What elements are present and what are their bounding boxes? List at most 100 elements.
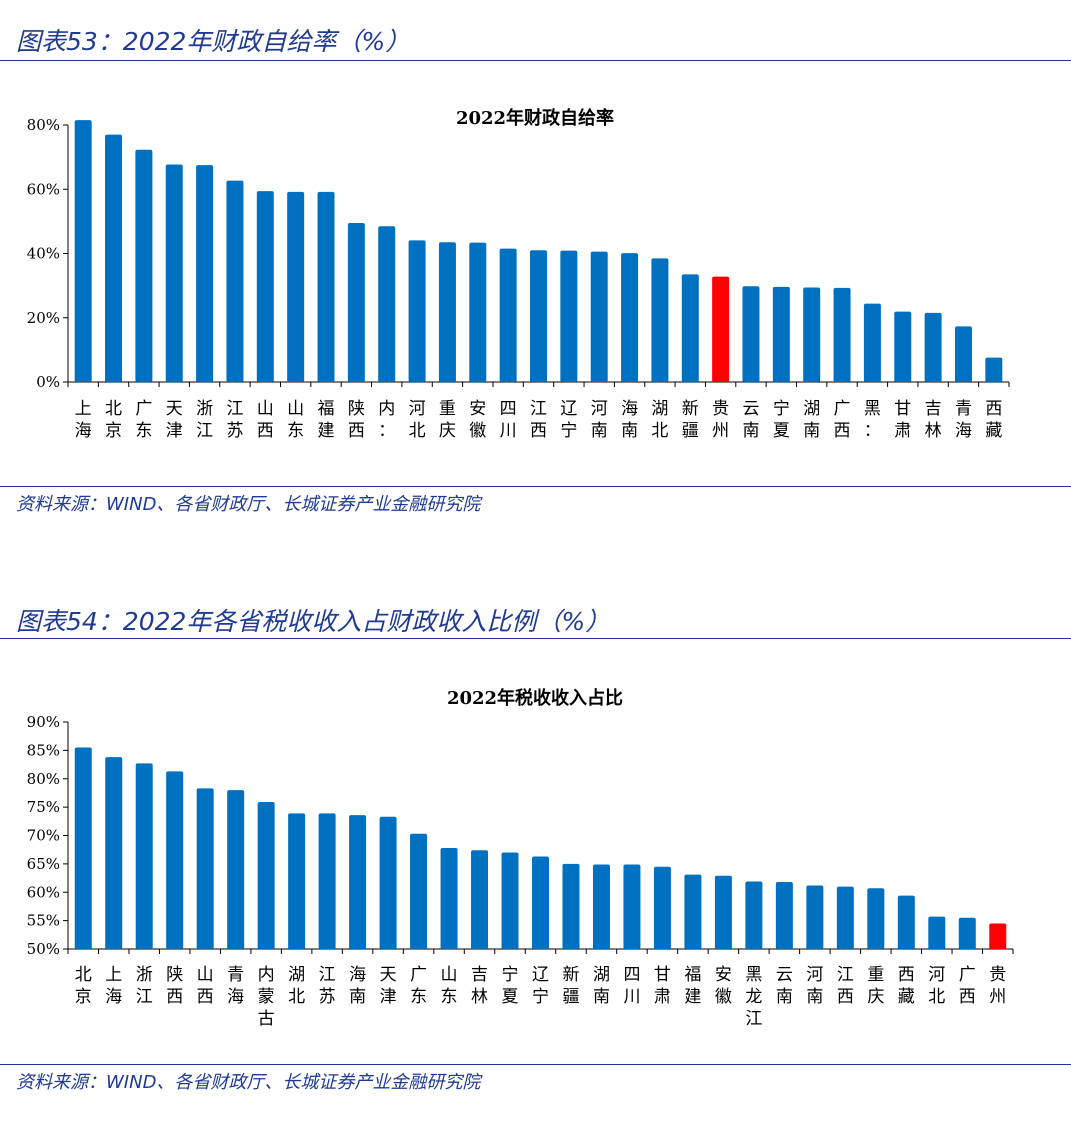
category-label: 云南 — [776, 965, 793, 1007]
bar-贵州 — [989, 923, 1007, 949]
category-label: 贵州 — [712, 399, 729, 441]
bar-北京 — [105, 134, 123, 382]
category-label: 安徽 — [715, 965, 732, 1007]
category-label: 天津 — [166, 399, 183, 441]
bar-湖南 — [803, 287, 821, 382]
category-label: 辽宁 — [560, 399, 577, 441]
bar-黑龙江 — [863, 303, 881, 382]
chart-title: 2022年税收收入占比 — [447, 687, 623, 709]
bar-青海 — [954, 326, 972, 382]
figure-54-top-rule — [0, 638, 1071, 639]
y-tick-label: 80% — [27, 116, 60, 134]
bar-陕西 — [166, 771, 184, 949]
category-label: 广东 — [410, 965, 427, 1007]
category-label: 福建 — [684, 965, 701, 1007]
category-label: 甘肃 — [654, 965, 671, 1007]
bar-江苏 — [226, 180, 244, 382]
bar-广西 — [958, 917, 976, 949]
figure-53-top-rule — [0, 60, 1071, 61]
bar-陕西 — [347, 222, 365, 382]
figure-54-heading: 图表54：2022年各省税收收入占财政收入比例（%） — [16, 607, 611, 636]
bar-重庆 — [867, 888, 885, 949]
category-label: 湖北 — [288, 965, 305, 1007]
bar-云南 — [775, 882, 793, 949]
bar-江苏 — [318, 813, 336, 949]
chart-tax-revenue-share: 2022年税收收入占比 50% 55% 60% 65% 70% 75% 80% 85% 90% 北… — [27, 687, 1014, 1029]
bar-江西 — [836, 886, 854, 949]
category-label: 甘肃 — [894, 399, 911, 441]
bar-吉林 — [924, 312, 942, 382]
category-label: 四川 — [623, 965, 640, 1007]
category-label: 西藏 — [898, 965, 915, 1007]
y-tick-label: 50% — [27, 940, 60, 958]
bar-西藏 — [985, 357, 1003, 382]
bar-内蒙古 — [378, 226, 396, 382]
category-label: 江苏 — [226, 399, 243, 441]
category-label: 云南 — [742, 399, 759, 441]
category-label: 江西 — [837, 965, 854, 1007]
bar-广东 — [135, 149, 153, 382]
category-label: 湖北 — [651, 399, 668, 441]
category-label: 陕西 — [166, 965, 183, 1007]
bar-海南 — [349, 815, 367, 949]
category-label: 黑龙江 — [745, 965, 762, 1029]
y-tick-label: 85% — [27, 741, 60, 759]
y-tick-label: 20% — [27, 309, 60, 327]
chart-fiscal-self-sufficiency: 2022年财政自给率 0% 20% 40% 60% 80% 上海北京广东天津浙江江苏山西山… — [27, 107, 1010, 441]
category-label: 海南 — [621, 399, 638, 441]
bar-内蒙古 — [257, 802, 275, 949]
category-label: 广东 — [135, 399, 152, 441]
category-label: 河南 — [591, 399, 608, 441]
category-label: 江苏 — [319, 965, 336, 1007]
bar-辽宁 — [532, 856, 549, 949]
bar-海南 — [621, 253, 639, 382]
category-label: 重庆 — [867, 965, 884, 1007]
category-label: 山西 — [197, 965, 214, 1007]
category-label: 四川 — [500, 399, 517, 441]
category-label: 宁夏 — [773, 399, 790, 441]
bar-湖北 — [288, 813, 306, 949]
figure-54-source: 资料来源：WIND、各省财政厅、长城证券产业金融研究院 — [16, 1072, 481, 1093]
category-label: 江西 — [530, 399, 547, 441]
category-label: 上海 — [105, 965, 122, 1007]
category-label: 福建 — [318, 399, 335, 441]
figure-54-bottom-rule — [0, 1064, 1071, 1065]
category-label: 陕西 — [348, 399, 365, 441]
bar-甘肃 — [653, 866, 671, 949]
category-label: 浙江 — [196, 399, 213, 441]
category-label: 青海 — [227, 965, 244, 1007]
y-tick-label: 60% — [27, 180, 60, 198]
category-label: 山东 — [441, 965, 458, 1007]
y-tick-label: 40% — [27, 245, 60, 263]
bar-天津 — [165, 164, 183, 382]
category-label: 天津 — [380, 965, 397, 1007]
bar-天津 — [379, 816, 397, 949]
bar-黑龙江 — [745, 881, 763, 949]
category-label: 黑： — [864, 399, 881, 441]
bar-广西 — [833, 287, 851, 382]
bar-湖北 — [651, 258, 669, 382]
bar-河北 — [408, 240, 426, 382]
category-label: 安徽 — [469, 399, 486, 441]
y-tick-label: 65% — [27, 855, 60, 873]
figure-53-bottom-rule — [0, 486, 1071, 487]
category-label: 河南 — [806, 965, 823, 1007]
category-label: 吉林 — [925, 399, 942, 441]
category-label: 上海 — [75, 399, 92, 441]
bar-浙江 — [135, 763, 153, 949]
bar-山东 — [287, 191, 305, 382]
category-label: 内： — [378, 399, 395, 441]
bar-河南 — [590, 251, 608, 382]
bar-甘肃 — [894, 311, 912, 382]
category-label: 山西 — [257, 399, 274, 441]
bar-山东 — [440, 847, 458, 949]
category-label: 河北 — [928, 965, 945, 1007]
bar-北京 — [74, 747, 92, 949]
figure-53-heading: 图表53：2022年财政自给率（%） — [16, 27, 411, 56]
category-label: 北京 — [105, 399, 122, 441]
chart-title: 2022年财政自给率 — [456, 107, 614, 129]
category-label: 重庆 — [439, 399, 456, 441]
category-label: 北京 — [75, 965, 92, 1007]
figure-53-source: 资料来源：WIND、各省财政厅、长城证券产业金融研究院 — [16, 494, 481, 515]
bar-四川 — [623, 864, 641, 949]
